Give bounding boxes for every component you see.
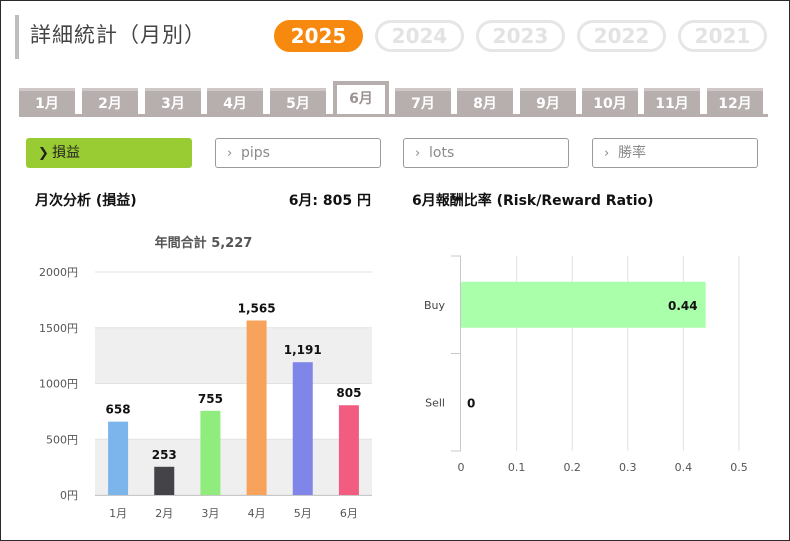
month-tab-underline [19, 114, 768, 117]
x-tick-label: 0.3 [619, 461, 637, 474]
bar-value-label: 0 [467, 396, 475, 410]
bar-Buy [461, 281, 706, 328]
month-tabs: 1月 2月 3月 4月 5月 6月 7月 8月 9月 10月 11月 12月 [19, 81, 769, 117]
bar-value-label: 805 [336, 386, 361, 400]
x-tick-label: 0.5 [730, 461, 748, 474]
month-tab-6[interactable]: 6月 [333, 81, 389, 117]
x-tick-label: 1月 [109, 507, 127, 520]
month-tab-11[interactable]: 11月 [644, 88, 700, 117]
chevron-right-icon: ❯ [38, 146, 49, 161]
bar-4月 [246, 320, 267, 495]
month-tab-12[interactable]: 12月 [707, 88, 763, 117]
month-tab-1[interactable]: 1月 [19, 88, 75, 117]
year-tab-2024[interactable]: 2024 [375, 20, 464, 52]
y-tick-label: 0円 [60, 489, 78, 502]
y-tick-label: 1000円 [39, 378, 78, 391]
metric-label: 勝率 [618, 145, 646, 161]
x-tick-label: 0.4 [675, 461, 693, 474]
bar-value-label: 1,191 [284, 343, 322, 357]
bar-value-label: 755 [198, 392, 223, 406]
x-tick-label: 0 [458, 461, 465, 474]
year-tab-2025[interactable]: 2025 [274, 20, 363, 52]
metric-button-winrate[interactable]: › 勝率 [592, 138, 758, 168]
year-tab-2023[interactable]: 2023 [476, 20, 565, 52]
y-tick-label: 500円 [46, 433, 78, 446]
metric-button-lots[interactable]: › lots [403, 138, 569, 168]
plot-band [95, 439, 372, 495]
y-tick-label: Buy [424, 299, 446, 312]
monthly-current-value: 6月: 805 円 [288, 193, 371, 209]
chart-title: 年間合計 5,227 [155, 235, 253, 251]
month-tab-10[interactable]: 10月 [582, 88, 638, 117]
bar-6月 [338, 405, 359, 495]
year-tab-2022[interactable]: 2022 [577, 20, 666, 52]
bar-value-label: 0.44 [668, 299, 698, 313]
year-tab-2021[interactable]: 2021 [678, 20, 767, 52]
month-tab-3[interactable]: 3月 [145, 88, 201, 117]
monthly-analysis-title: 月次分析 (損益) [35, 193, 137, 209]
x-tick-label: 3月 [201, 507, 219, 520]
bar-2月 [154, 466, 175, 495]
metric-button-profit[interactable]: ❯ 損益 [26, 138, 192, 168]
x-tick-label: 5月 [294, 507, 312, 520]
metric-label: lots [429, 145, 455, 161]
plot-band [95, 327, 372, 384]
y-tick-label: 1500円 [39, 322, 78, 335]
x-tick-label: 2月 [155, 507, 173, 520]
month-tab-7[interactable]: 7月 [395, 88, 451, 117]
month-tab-9[interactable]: 9月 [520, 88, 576, 117]
bar-1月 [108, 421, 129, 495]
bar-5月 [292, 362, 313, 495]
x-tick-label: 6月 [340, 507, 358, 520]
x-tick-label: 0.1 [508, 461, 526, 474]
metric-button-pips[interactable]: › pips [215, 138, 381, 168]
month-tab-5[interactable]: 5月 [270, 88, 326, 117]
bar-3月 [200, 410, 221, 495]
x-tick-label: 0.2 [563, 461, 581, 474]
metric-label: pips [241, 145, 270, 161]
bar-value-label: 253 [152, 448, 177, 462]
x-tick-label: 4月 [248, 507, 266, 520]
title-bar: 詳細統計（月別） [15, 15, 206, 59]
bar-value-label: 1,565 [238, 302, 276, 316]
ratio-title: 6月報酬比率 (Risk/Reward Ratio) [412, 193, 654, 209]
bar-value-label: 658 [106, 403, 131, 417]
chevron-right-icon: › [415, 146, 421, 161]
month-tab-2[interactable]: 2月 [82, 88, 138, 117]
month-tab-4[interactable]: 4月 [207, 88, 263, 117]
y-tick-label: 2000円 [39, 266, 78, 279]
chevron-right-icon: › [604, 146, 610, 161]
y-tick-label: Sell [425, 396, 445, 409]
page-title: 詳細統計（月別） [30, 23, 206, 47]
chevron-right-icon: › [227, 146, 233, 161]
month-tab-8[interactable]: 8月 [457, 88, 513, 117]
metric-label: 損益 [52, 145, 80, 161]
